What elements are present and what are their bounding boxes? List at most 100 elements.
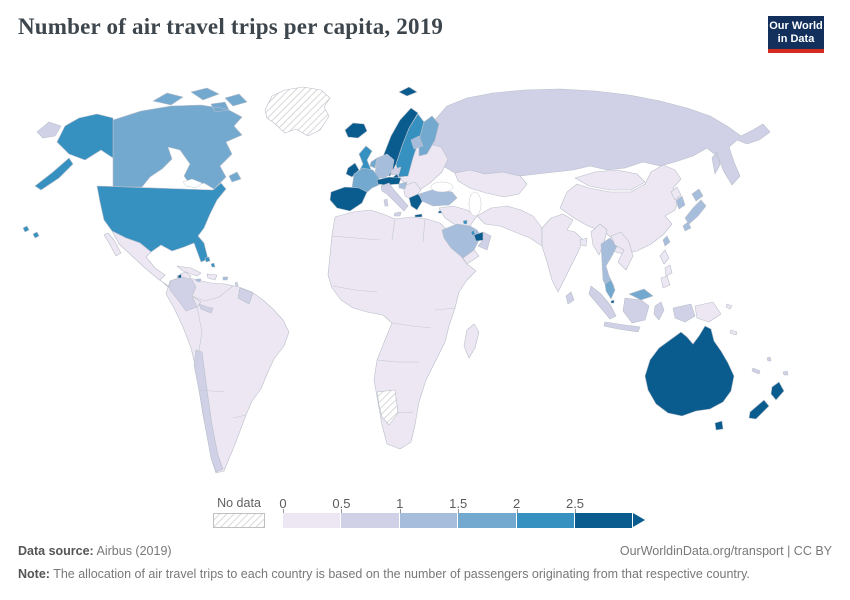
country-hispaniola[interactable] <box>206 273 218 281</box>
legend-tickmark <box>458 509 460 513</box>
country-japan[interactable] <box>682 188 707 232</box>
legend-bin-2.5+[interactable] <box>574 513 634 528</box>
legend-bin-1-1.5[interactable] <box>399 513 459 528</box>
country-australia[interactable] <box>644 325 735 431</box>
country-colombia[interactable] <box>169 276 198 312</box>
country-iraq-syria[interactable] <box>438 205 478 227</box>
country-russia[interactable] <box>426 88 771 186</box>
country-taiwan[interactable] <box>662 235 671 247</box>
owid-logo-line2: in Data <box>777 33 815 45</box>
lake-black-sea <box>430 181 454 193</box>
legend-tick-0.5: 0.5 <box>332 496 351 511</box>
country-canada[interactable] <box>112 87 248 190</box>
country-central-asia[interactable] <box>454 169 528 198</box>
owid-logo-line1: Our World <box>769 20 823 32</box>
lake-caspian-sea <box>468 191 482 217</box>
world-map <box>22 86 789 474</box>
footer-source: Data source: Airbus (2019) <box>18 544 172 558</box>
footer-link[interactable]: OurWorldinData.org/transport | CC BY <box>619 544 832 558</box>
legend-tickmark <box>516 509 518 513</box>
country-united-states[interactable] <box>22 113 227 263</box>
country-africa-mainland[interactable] <box>327 209 477 450</box>
legend-arrowhead <box>633 513 646 527</box>
country-kuwait[interactable] <box>462 219 468 225</box>
footer-source-value: Airbus (2019) <box>93 544 172 558</box>
countries-layer <box>22 86 789 474</box>
country-croatia[interactable] <box>398 181 408 190</box>
legend-tick-1.5: 1.5 <box>449 496 468 511</box>
lakes-layer <box>182 178 482 217</box>
footer-note: Note: The allocation of air travel trips… <box>18 567 750 581</box>
country-finland[interactable] <box>418 115 440 157</box>
country-greece[interactable] <box>408 193 424 218</box>
country-sri-lanka[interactable] <box>565 291 575 305</box>
legend-no-data[interactable]: No data <box>213 496 265 528</box>
legend-no-data-label: No data <box>217 496 261 510</box>
country-russia-far-east[interactable] <box>36 121 62 139</box>
country-benelux[interactable] <box>369 157 378 169</box>
country-singapore[interactable] <box>610 299 615 304</box>
country-namibia[interactable] <box>376 389 399 426</box>
country-india[interactable] <box>541 213 584 293</box>
country-guyana-suriname[interactable] <box>237 287 254 305</box>
country-svalbard[interactable] <box>398 86 418 97</box>
legend-tick-2: 2 <box>512 496 521 511</box>
legend-bin-2-2.5[interactable] <box>516 513 575 528</box>
country-oman[interactable] <box>477 231 492 251</box>
page-title: Number of air travel trips per capita, 2… <box>18 14 444 39</box>
country-philippines[interactable] <box>659 249 673 289</box>
country-fiji[interactable] <box>782 370 789 376</box>
footer-note-row: Note: The allocation of air travel trips… <box>18 567 832 590</box>
country-greenland[interactable] <box>264 86 331 137</box>
country-new-zealand[interactable] <box>748 381 785 420</box>
footer-note-value: The allocation of air travel trips to ea… <box>49 567 750 581</box>
country-solomon-islands[interactable] <box>729 329 738 336</box>
legend-bin-0-0.5[interactable] <box>283 513 342 528</box>
legend-tickmark <box>283 509 284 513</box>
country-mexico[interactable] <box>103 230 192 289</box>
legend-bin-0.5-1[interactable] <box>341 513 400 528</box>
legend-tick-2.5: 2.5 <box>565 496 585 511</box>
country-indochina[interactable] <box>610 231 634 271</box>
country-germany[interactable] <box>374 153 395 179</box>
footer-note-label: Note: <box>18 567 50 581</box>
footer-source-row: Data source: Airbus (2019) OurWorldinDat… <box>18 544 832 567</box>
africa-internal-borders <box>331 218 456 414</box>
country-puerto-rico[interactable] <box>222 276 229 281</box>
footer-source-label: Data source: <box>18 544 94 558</box>
legend-tickmark <box>575 509 576 513</box>
country-czechia[interactable] <box>390 166 402 176</box>
country-iceland[interactable] <box>344 122 368 139</box>
country-spain-portugal[interactable] <box>329 186 368 212</box>
country-baltics[interactable] <box>410 135 424 150</box>
country-yemen[interactable] <box>462 249 480 265</box>
country-madagascar[interactable] <box>463 323 480 359</box>
country-new-caledonia[interactable] <box>751 367 761 375</box>
internal-borders-layer <box>191 218 456 419</box>
footer: Data source: Airbus (2019) OurWorldinDat… <box>18 544 832 590</box>
legend-color-scale: 0 0.5 1 1.5 2 2.5 <box>279 496 648 530</box>
country-costa-rica-panama[interactable] <box>198 303 214 314</box>
country-bahamas[interactable] <box>204 256 216 268</box>
legend-no-data-swatch[interactable] <box>213 513 265 528</box>
country-bangladesh[interactable] <box>579 237 588 247</box>
country-jamaica[interactable] <box>195 278 202 283</box>
legend-bin-1.5-2[interactable] <box>458 513 517 528</box>
country-vanuatu[interactable] <box>766 356 772 362</box>
country-chile[interactable] <box>193 349 224 473</box>
country-indonesia[interactable] <box>588 285 696 333</box>
country-north-korea[interactable] <box>670 186 682 201</box>
south-america-internal-borders <box>191 285 247 419</box>
legend-tick-0: 0 <box>279 496 287 511</box>
country-italy[interactable] <box>380 182 409 217</box>
country-south-korea[interactable] <box>675 195 686 210</box>
country-malaysia[interactable] <box>604 279 654 301</box>
country-cuba[interactable] <box>176 265 202 277</box>
country-papua-new-guinea[interactable] <box>694 301 733 323</box>
legend-tickmark <box>399 509 401 513</box>
owid-logo[interactable]: Our World in Data <box>768 16 824 53</box>
legend-tick-1: 1 <box>396 496 404 511</box>
legend-tickmark <box>341 509 343 513</box>
country-mongolia[interactable] <box>574 169 646 191</box>
